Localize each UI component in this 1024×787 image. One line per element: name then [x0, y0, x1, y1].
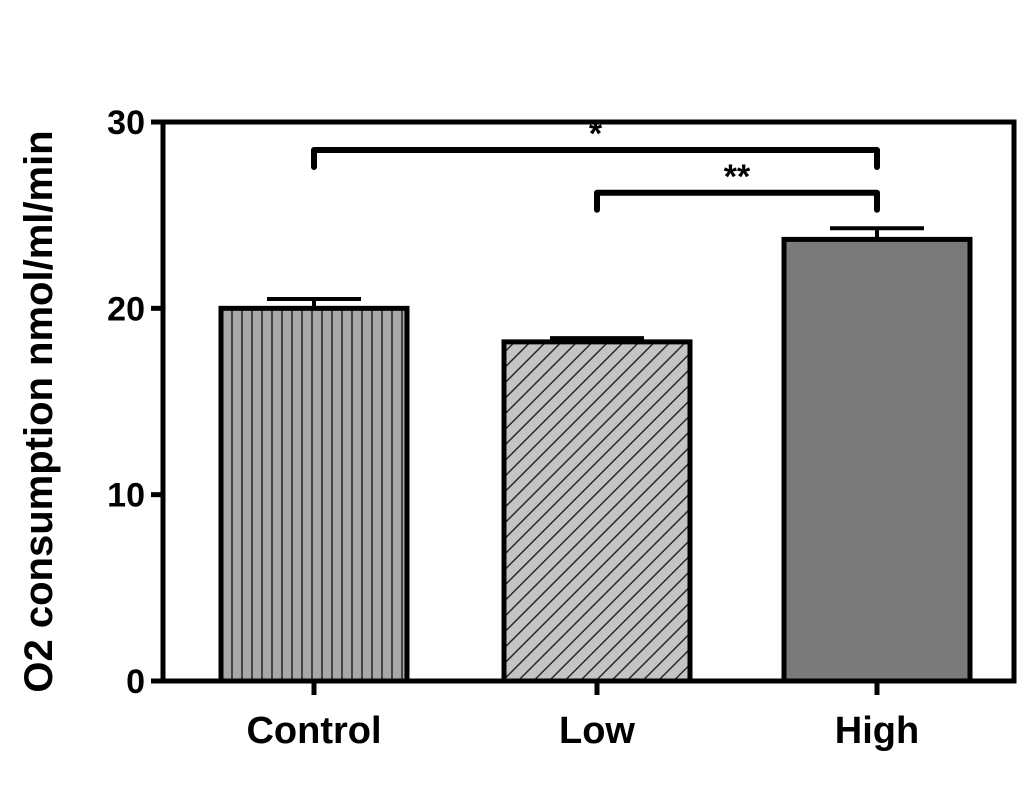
y-tick-label-0: 0 [126, 663, 145, 701]
significance-bracket-1 [311, 146, 880, 170]
bar-control [218, 305, 410, 684]
y-axis-label-group: O2 consumption nmol/ml/min [17, 130, 61, 692]
significance-brackets: *** [311, 115, 880, 213]
y-axis-label: O2 consumption nmol/ml/min [17, 130, 61, 692]
bar-high [781, 236, 973, 684]
y-tick-label-3: 30 [107, 104, 145, 142]
significance-bracket-2 [594, 189, 880, 213]
x-tick-label-low: Low [559, 710, 635, 752]
significance-label-1: * [589, 115, 603, 153]
bar-low [501, 339, 693, 684]
y-tick-label-2: 20 [107, 290, 145, 328]
y-tick-label-1: 10 [107, 477, 145, 515]
significance-label-2: ** [724, 158, 751, 196]
bars [218, 226, 973, 684]
x-tick-label-high: High [835, 710, 919, 752]
x-tick-label-control: Control [246, 710, 381, 752]
